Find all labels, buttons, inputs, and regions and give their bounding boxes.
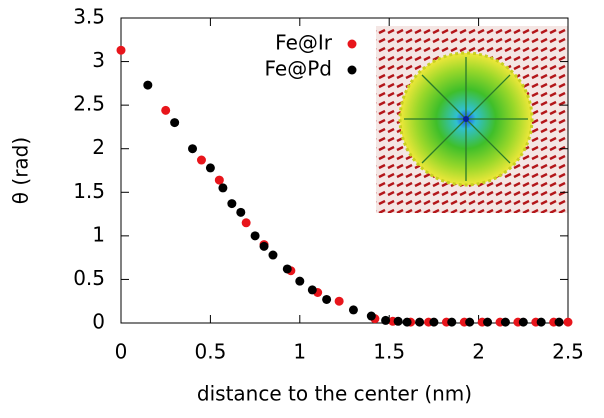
y-axis-label: θ (rad): [9, 137, 33, 204]
point: [259, 241, 269, 251]
x-tick-label: 1: [293, 340, 306, 364]
point: [483, 317, 493, 327]
x-tick-label: 1.5: [373, 340, 405, 364]
x-tick-label: 2.5: [552, 340, 584, 364]
y-tick-label: 1: [92, 222, 105, 246]
point: [295, 276, 305, 286]
y-tick-label: 0.5: [73, 266, 105, 290]
point: [205, 163, 215, 173]
x-axis-label: distance to the center (nm): [197, 382, 472, 406]
point: [188, 144, 198, 154]
y-tick-label: 2.5: [73, 92, 105, 116]
point: [465, 317, 475, 327]
point: [415, 317, 425, 327]
point: [236, 207, 246, 217]
point: [241, 218, 251, 228]
x-tick-label: 2: [472, 340, 485, 364]
point: [518, 317, 528, 327]
point: [563, 317, 573, 327]
point: [143, 80, 153, 90]
point: [536, 317, 546, 327]
point: [366, 311, 376, 321]
y-tick-label: 3: [92, 48, 105, 72]
y-tick-label: 2: [92, 135, 105, 159]
point: [307, 285, 317, 295]
point: [322, 294, 332, 304]
inset-image: [376, 26, 568, 213]
y-tick-label: 1.5: [73, 179, 105, 203]
point: [227, 199, 237, 209]
point: [161, 105, 171, 115]
x-tick-label: 0: [115, 340, 128, 364]
point: [250, 231, 260, 241]
point: [334, 296, 344, 306]
legend-label: Fe@Pd: [265, 57, 332, 81]
y-tick-label: 3.5: [73, 5, 105, 29]
point: [268, 250, 278, 260]
point: [282, 264, 292, 274]
point: [447, 317, 457, 327]
x-tick-label: 0.5: [194, 340, 226, 364]
point: [214, 175, 224, 185]
point: [554, 317, 564, 327]
legend-label: Fe@Ir: [275, 31, 333, 55]
point: [196, 155, 206, 165]
legend-marker: [347, 39, 357, 49]
point: [500, 317, 510, 327]
point: [218, 183, 228, 193]
point: [429, 317, 439, 327]
point: [402, 317, 412, 327]
y-tick-label: 0: [92, 310, 105, 334]
point: [170, 118, 180, 128]
point: [393, 316, 403, 326]
point: [116, 45, 126, 55]
legend-marker: [347, 65, 357, 75]
plot-frame: [120, 17, 569, 324]
point: [381, 315, 391, 325]
point: [348, 305, 358, 315]
